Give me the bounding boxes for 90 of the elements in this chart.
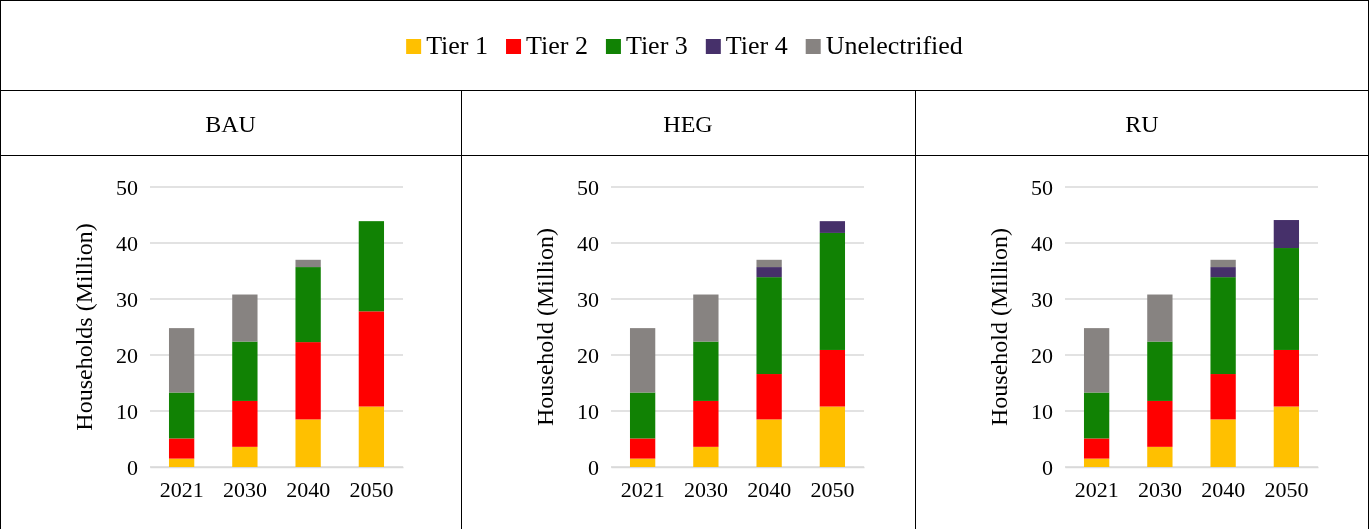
bar — [232, 294, 258, 342]
y-axis-title: Household (Million) — [532, 228, 558, 426]
bar — [819, 232, 846, 350]
bar — [756, 374, 782, 420]
bar — [358, 221, 385, 312]
y-tick-label: 40 — [577, 230, 599, 256]
bar — [1273, 406, 1300, 467]
bar — [295, 342, 321, 420]
chart-title: BAU — [205, 111, 256, 137]
y-axis-title: Households (Million) — [71, 223, 97, 431]
bar — [1083, 458, 1110, 467]
bar — [693, 341, 719, 401]
bar — [1273, 248, 1300, 350]
bar — [358, 406, 385, 467]
chart-title: RU — [1125, 111, 1159, 137]
legend-label: Tier 4 — [725, 31, 788, 60]
bar — [629, 328, 656, 393]
bar — [168, 458, 195, 467]
bar — [232, 446, 258, 467]
bar — [295, 419, 321, 467]
y-tick-label: 50 — [116, 174, 138, 200]
y-tick-label: 50 — [1031, 174, 1053, 200]
y-tick-label: 20 — [1031, 342, 1053, 368]
bar — [756, 277, 782, 375]
x-tick-label: 2050 — [810, 476, 855, 502]
bar — [1083, 438, 1110, 459]
legend-label: Tier 3 — [625, 31, 688, 60]
y-tick-label: 0 — [588, 454, 599, 480]
x-tick-label: 2021 — [620, 476, 665, 502]
bar — [1083, 392, 1110, 439]
bar — [1083, 328, 1110, 393]
x-tick-label: 2030 — [222, 476, 267, 502]
bar — [168, 438, 195, 459]
bar — [1210, 419, 1236, 467]
bar — [1210, 259, 1236, 268]
bar — [756, 419, 782, 467]
bar — [1147, 446, 1173, 467]
bar — [1147, 400, 1173, 447]
bar — [819, 406, 846, 467]
bar — [629, 392, 656, 439]
x-tick-label: 2050 — [349, 476, 394, 502]
y-tick-label: 0 — [127, 454, 138, 480]
legend-label: Unelectrified — [825, 31, 963, 60]
y-tick-label: 30 — [116, 286, 138, 312]
bar — [1210, 277, 1236, 375]
bar — [232, 341, 258, 401]
bar — [168, 392, 195, 439]
bar — [1210, 267, 1236, 278]
bar — [295, 259, 321, 268]
x-tick-label: 2030 — [683, 476, 728, 502]
y-tick-label: 30 — [577, 286, 599, 312]
bar — [1273, 349, 1300, 407]
x-tick-label: 2021 — [159, 476, 204, 502]
bar — [693, 446, 719, 467]
y-tick-label: 20 — [577, 342, 599, 368]
x-tick-label: 2040 — [1201, 476, 1246, 502]
x-tick-label: 2050 — [1264, 476, 1309, 502]
y-tick-label: 20 — [116, 342, 138, 368]
bar — [358, 311, 385, 407]
bar — [232, 400, 258, 447]
bar — [819, 349, 846, 407]
bar — [629, 438, 656, 459]
y-tick-label: 10 — [1031, 398, 1053, 424]
y-tick-label: 30 — [1031, 286, 1053, 312]
legend-label: Tier 2 — [526, 31, 588, 60]
bar — [756, 259, 782, 268]
chart-title: HEG — [663, 111, 713, 137]
bar — [693, 400, 719, 447]
x-tick-label: 2030 — [1137, 476, 1182, 502]
bar — [1147, 341, 1173, 401]
y-tick-label: 40 — [1031, 230, 1053, 256]
y-tick-label: 10 — [116, 398, 138, 424]
bar — [756, 267, 782, 278]
x-tick-label: 2040 — [747, 476, 792, 502]
bar — [629, 458, 656, 467]
y-tick-label: 40 — [116, 230, 138, 256]
y-tick-label: 50 — [577, 174, 599, 200]
bar — [295, 267, 321, 343]
bar — [1210, 374, 1236, 420]
y-tick-label: 10 — [577, 398, 599, 424]
bar — [819, 221, 846, 233]
bar — [1147, 294, 1173, 342]
legend-label: Tier 1 — [426, 31, 489, 60]
bar — [1273, 220, 1300, 249]
bar — [693, 294, 719, 342]
x-tick-label: 2040 — [286, 476, 331, 502]
x-tick-label: 2021 — [1074, 476, 1119, 502]
y-axis-title: Household (Million) — [986, 228, 1012, 426]
y-tick-label: 0 — [1042, 454, 1053, 480]
bar — [168, 328, 195, 393]
